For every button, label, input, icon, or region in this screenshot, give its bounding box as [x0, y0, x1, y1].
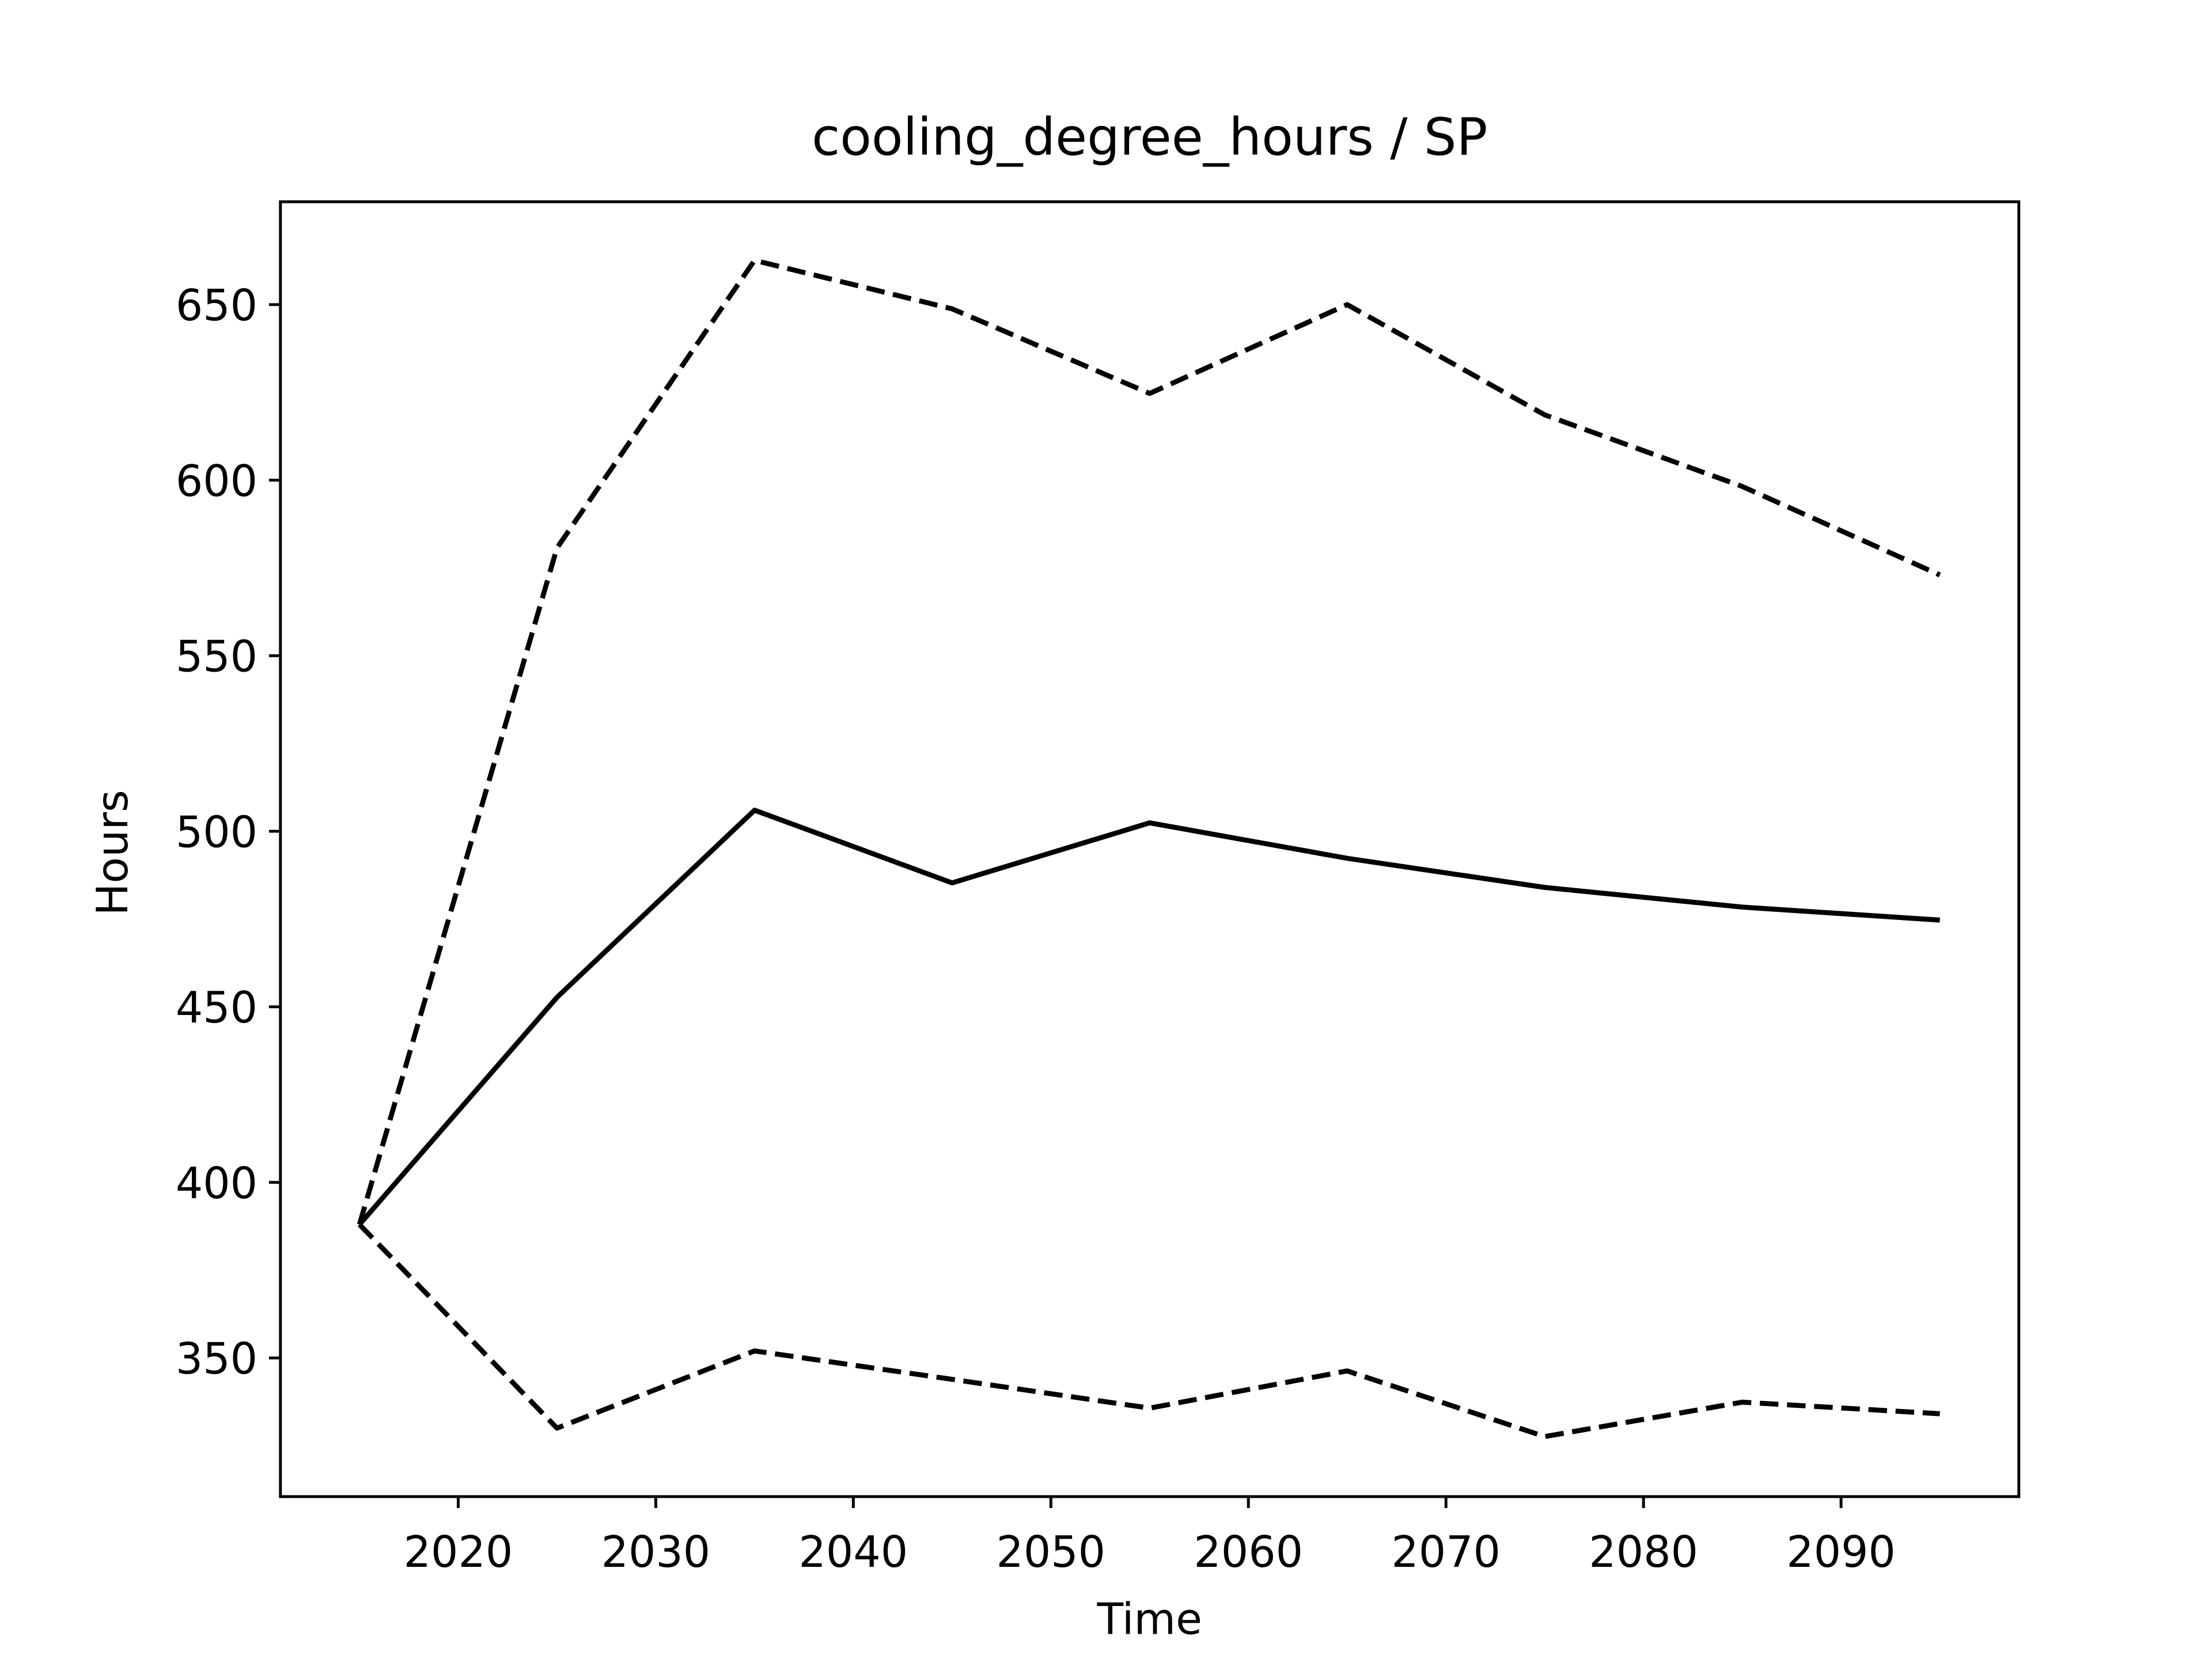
x-tick-label: 2060 [1194, 1527, 1303, 1577]
line-series [357, 808, 1940, 1226]
x-tick-label: 2050 [996, 1527, 1105, 1577]
x-tick-label: 2090 [1786, 1527, 1896, 1577]
x-tick-label: 2080 [1589, 1527, 1698, 1577]
y-tick-label: 450 [176, 983, 257, 1033]
plot-frame [279, 200, 2021, 1498]
x-tick-label: 2020 [404, 1527, 513, 1577]
x-tick-label: 2070 [1391, 1527, 1501, 1577]
chart-title: cooling_degree_hours / SP [812, 107, 1487, 167]
y-tick-label: 650 [176, 281, 257, 331]
y-tick-label: 500 [176, 807, 257, 857]
y-tick-label: 400 [176, 1158, 257, 1209]
y-tick-label: 600 [176, 456, 257, 506]
x-tick-label: 2040 [799, 1527, 908, 1577]
x-tick-label: 2030 [601, 1527, 711, 1577]
y-tick-label: 350 [176, 1334, 257, 1384]
y-tick-label: 550 [176, 632, 257, 682]
line-series [357, 257, 1941, 1225]
line-series [357, 1222, 1940, 1440]
x-axis-label: Time [1097, 1594, 1202, 1645]
y-axis-label: Hours [88, 790, 138, 915]
